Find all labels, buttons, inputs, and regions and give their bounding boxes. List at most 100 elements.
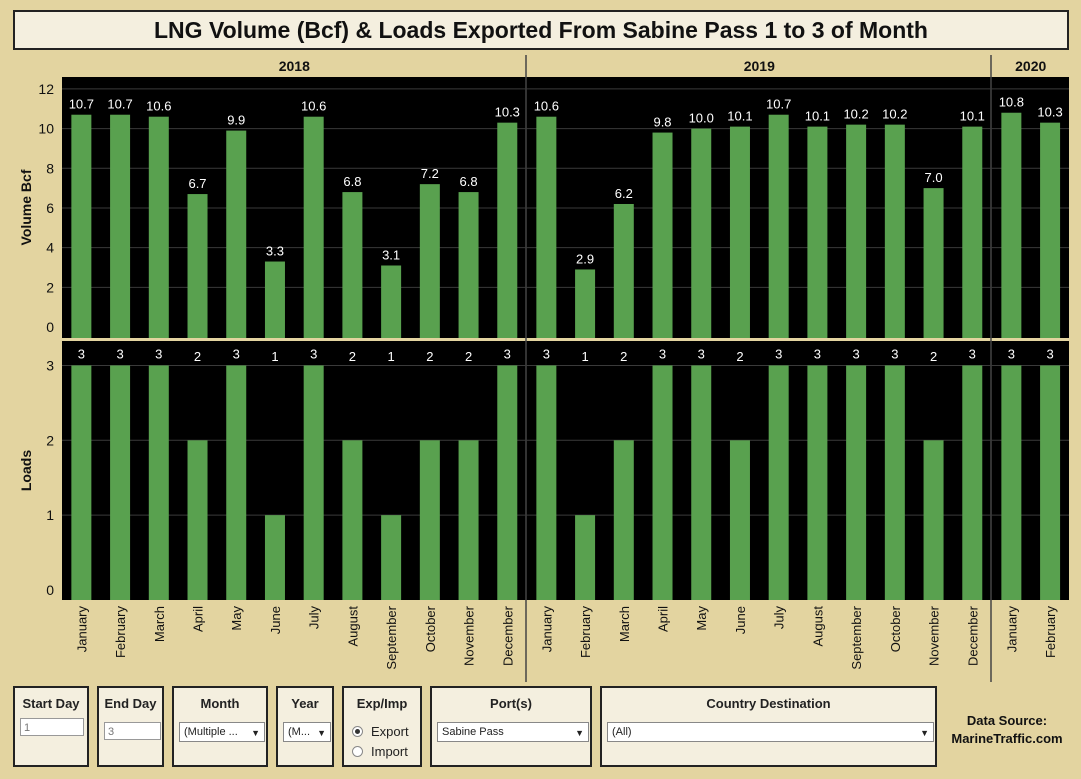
bar (768, 114, 789, 338)
x-tick-label: February (1043, 606, 1058, 659)
chevron-down-icon: ▼ (920, 728, 929, 738)
data-label: 2 (194, 349, 201, 364)
y-tick-label: 2 (46, 432, 54, 448)
end-day-filter: End Day 3 (97, 686, 164, 767)
export-radio-label: Export (371, 724, 409, 739)
chevron-down-icon: ▼ (251, 728, 260, 738)
data-label: 2 (426, 349, 433, 364)
data-label: 3 (698, 346, 705, 361)
bar (884, 124, 905, 338)
start-day-input[interactable]: 1 (20, 718, 84, 736)
data-label: 3 (543, 346, 550, 361)
start-day-label: Start Day (22, 696, 80, 711)
data-source: Data Source: MarineTraffic.com (945, 712, 1069, 748)
data-label: 3 (1046, 346, 1053, 361)
data-label: 3 (504, 346, 511, 361)
chevron-down-icon: ▼ (575, 728, 584, 738)
bar (846, 365, 867, 600)
year-label: 2018 (279, 58, 310, 74)
data-label: 1 (581, 349, 588, 364)
bar (729, 440, 750, 600)
data-label: 2 (349, 349, 356, 364)
data-source-label: Data Source: (966, 713, 1048, 728)
y-tick-label: 8 (46, 160, 54, 176)
data-label: 6.8 (460, 174, 478, 189)
y-tick-label: 2 (46, 279, 54, 295)
year-select[interactable]: (M... ▼ (283, 722, 331, 742)
year-label: Year (291, 696, 319, 711)
bar (807, 126, 828, 338)
y-tick-label: 12 (38, 81, 54, 97)
bar (613, 203, 634, 338)
import-radio[interactable]: Import (352, 744, 408, 760)
x-tick-label: November (927, 605, 942, 666)
bar (71, 114, 92, 338)
y-tick-label: 0 (46, 319, 54, 335)
end-day-label: End Day (104, 696, 157, 711)
data-label: 2 (620, 349, 627, 364)
chart-title: LNG Volume (Bcf) & Loads Exported From S… (13, 10, 1069, 50)
year-label: 2020 (1015, 58, 1046, 74)
bar (768, 365, 789, 600)
x-tick-label: December (965, 605, 980, 666)
x-tick-label: April (656, 606, 671, 632)
data-label: 3 (155, 346, 162, 361)
data-label: 6.8 (343, 174, 361, 189)
bar (575, 515, 596, 600)
x-tick-label: July (772, 606, 787, 630)
month-select-value: (Multiple ... (184, 726, 238, 738)
data-label: 3 (1008, 346, 1015, 361)
data-label: 3 (853, 346, 860, 361)
bar (1001, 365, 1022, 600)
plot-area (62, 341, 1069, 600)
data-label: 10.1 (805, 109, 830, 124)
y-tick-label: 1 (46, 507, 54, 523)
x-tick-label: May (229, 606, 244, 631)
month-filter: Month (Multiple ... ▼ (172, 686, 268, 767)
x-tick-label: July (307, 606, 322, 630)
y-axis-title: Volume Bcf (18, 169, 34, 245)
bar (71, 365, 92, 600)
bar (110, 114, 131, 338)
bar (536, 365, 557, 600)
x-tick-label: March (617, 606, 632, 642)
x-tick-label: August (345, 606, 360, 647)
chevron-down-icon: ▼ (317, 728, 326, 738)
x-tick-label: August (810, 606, 825, 647)
bar (303, 116, 324, 338)
bar (419, 440, 440, 600)
end-day-input[interactable]: 3 (104, 722, 161, 740)
bar (884, 365, 905, 600)
bar (264, 515, 285, 600)
data-label: 10.2 (882, 107, 907, 122)
data-label: 10.6 (534, 99, 559, 114)
data-label: 3 (659, 346, 666, 361)
data-label: 10.6 (301, 99, 326, 114)
bar (1040, 122, 1061, 338)
year-filter: Year (M... ▼ (276, 686, 334, 767)
bar (497, 122, 518, 338)
month-label: Month (200, 696, 240, 711)
export-radio[interactable]: Export (352, 724, 409, 740)
bar (536, 116, 557, 338)
year-select-value: (M... (288, 726, 310, 738)
bar (419, 184, 440, 338)
start-day-filter: Start Day 1 (13, 686, 89, 767)
data-label: 3 (310, 346, 317, 361)
ports-label: Port(s) (490, 696, 532, 711)
data-label: 3 (116, 346, 123, 361)
data-label: 1 (271, 349, 278, 364)
country-filter: Country Destination (All) ▼ (600, 686, 937, 767)
data-label: 7.0 (925, 170, 943, 185)
x-tick-label: June (733, 606, 748, 634)
data-label: 10.3 (1037, 105, 1062, 120)
bar (652, 365, 673, 600)
country-select[interactable]: (All) ▼ (607, 722, 934, 742)
ports-select[interactable]: Sabine Pass ▼ (437, 722, 589, 742)
x-tick-label: January (539, 606, 554, 653)
bar (381, 515, 402, 600)
data-source-link[interactable]: MarineTraffic.com (951, 731, 1063, 746)
data-label: 7.2 (421, 166, 439, 181)
month-select[interactable]: (Multiple ... ▼ (179, 722, 265, 742)
